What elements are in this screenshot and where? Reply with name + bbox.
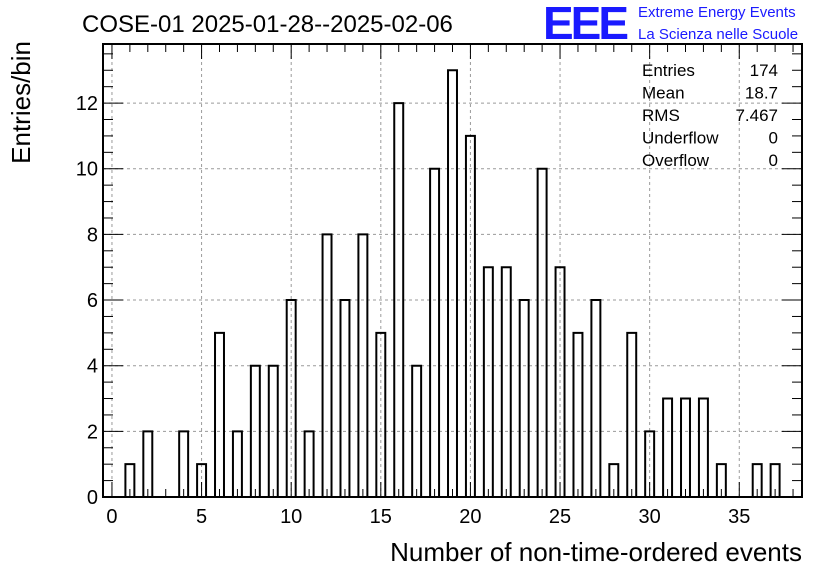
histogram-bar: [249, 364, 261, 497]
axis-ticks: [103, 44, 802, 498]
plot-frame: [102, 43, 803, 498]
stat-value: 0: [769, 151, 778, 170]
stat-label: Overflow: [642, 151, 710, 170]
histogram-bar: [393, 102, 405, 497]
brand-line-2: La Scienza nelle Scuole: [638, 26, 799, 43]
stat-label: Underflow: [642, 129, 719, 148]
y-tick-label: 0: [87, 487, 98, 509]
histogram-bar: [231, 430, 243, 497]
histogram-bar: [303, 430, 315, 497]
histogram-bar: [196, 463, 208, 497]
stat-value: 7.467: [735, 106, 778, 125]
histogram-bar: [751, 463, 763, 497]
x-tick-label: 10: [280, 506, 302, 528]
stat-label: RMS: [642, 106, 680, 125]
histogram-bar: [715, 463, 727, 497]
histogram-bar: [608, 463, 620, 497]
histogram-bar: [267, 364, 279, 497]
histogram-bar: [411, 364, 423, 497]
histogram-bar: [769, 463, 781, 497]
histogram-bar: [518, 299, 530, 497]
x-tick-label: 25: [549, 506, 571, 528]
histogram-bar: [321, 233, 333, 497]
histogram-bar: [142, 430, 154, 497]
y-axis-label: Entries/bin: [6, 41, 36, 164]
histogram-bar: [429, 167, 441, 497]
brand-line-1: Extreme Energy Events: [638, 4, 796, 21]
histogram-bar: [178, 430, 190, 497]
histogram-bar: [572, 331, 584, 497]
chart-title: COSE-01 2025-01-28--2025-02-06: [82, 11, 453, 38]
histogram-bar: [536, 167, 548, 497]
histogram-bar: [375, 331, 387, 497]
x-axis-label: Number of non-time-ordered events: [390, 537, 802, 567]
stat-value: 0: [769, 129, 778, 148]
histogram-bar: [697, 397, 709, 497]
stat-label: Entries: [642, 61, 695, 80]
histogram-bar: [554, 266, 566, 497]
tick-labels: 0 5 10 15 20 25 30 35 0 2 4 6 8 10 12: [76, 93, 751, 528]
histogram-bar: [644, 430, 656, 497]
histogram-bar: [214, 331, 225, 497]
histogram-bar: [662, 397, 674, 497]
stat-value: 174: [750, 61, 778, 80]
y-tick-label: 12: [76, 93, 98, 115]
y-tick-label: 6: [87, 290, 98, 312]
eee-logo: EEE: [543, 0, 629, 49]
stat-value: 18.7: [745, 84, 778, 103]
grid-lines: [103, 44, 802, 498]
x-tick-label: 5: [196, 506, 207, 528]
x-tick-label: 30: [639, 506, 661, 528]
stat-label: Mean: [642, 84, 685, 103]
x-tick-label: 15: [370, 506, 392, 528]
histogram-bar: [124, 463, 136, 497]
histogram-bar: [357, 233, 369, 497]
x-tick-label: 20: [459, 506, 481, 528]
histogram-bar: [626, 331, 638, 497]
y-tick-label: 2: [87, 421, 98, 443]
histogram-bar: [464, 134, 476, 497]
x-tick-label: 0: [106, 506, 117, 528]
histogram-bar: [285, 299, 297, 497]
y-tick-label: 10: [76, 159, 98, 181]
histogram-bar: [339, 299, 351, 497]
histogram-bar: [590, 299, 602, 497]
histogram-bar: [500, 266, 512, 497]
histogram-bar: [447, 69, 458, 497]
histogram-bar: [482, 266, 494, 497]
y-tick-label: 4: [87, 356, 98, 378]
stats-box: Entries 174 Mean 18.7 RMS 7.467 Underflow 0 Over…: [642, 61, 778, 170]
x-tick-label: 35: [728, 506, 750, 528]
y-tick-label: 8: [87, 224, 98, 246]
histogram-bar: [680, 397, 691, 497]
histogram-bars: [124, 69, 781, 497]
